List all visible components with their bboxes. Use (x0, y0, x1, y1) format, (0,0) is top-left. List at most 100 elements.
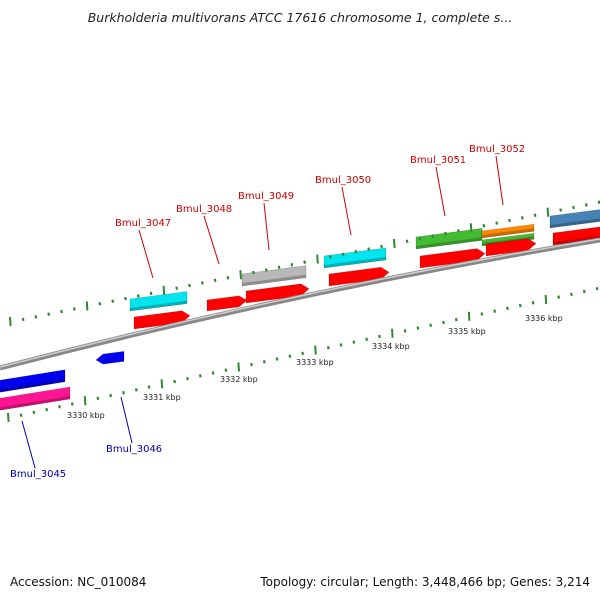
scale-tick-upper (162, 285, 166, 295)
scale-tick-upper (354, 249, 358, 254)
feature-steelblue-shade (550, 218, 600, 228)
scale-tick-upper (175, 286, 179, 290)
cds-reverse (0, 369, 66, 393)
cds-reverse-shade (0, 378, 65, 393)
gene-label: Bmul_3048 (176, 204, 232, 215)
scale-tick-upper (559, 208, 563, 212)
scale-tick-lower (288, 354, 292, 358)
gene-label: Bmul_3052 (469, 144, 525, 155)
backbone-line (0, 237, 600, 371)
gene-label: Bmul_3045 (10, 469, 66, 480)
scale-ticks (7, 200, 600, 423)
cds-forward-shade (553, 235, 600, 245)
scale-tick-upper (98, 302, 102, 306)
feature-grey (241, 265, 307, 287)
gene-label: Bmul_3047 (115, 218, 171, 229)
scale-tick-lower (96, 396, 100, 401)
gene-reverse-shade (0, 396, 70, 411)
scale-tick-lower (480, 312, 484, 316)
gene-label: Bmul_3046 (106, 444, 162, 455)
scale-tick-lower (262, 360, 266, 364)
scale-tick-upper (456, 229, 460, 233)
gene-label: Bmul_3051 (410, 155, 466, 166)
scale-tick-upper (124, 296, 127, 301)
scale-tick-upper (277, 265, 281, 270)
scale-tick-upper (469, 223, 473, 233)
scale-tick-lower (582, 289, 586, 294)
scale-tick-lower (83, 396, 87, 406)
scale-tick-upper (584, 203, 588, 207)
scale-tick-upper (303, 260, 307, 264)
scale-tick-lower (429, 323, 433, 327)
scale-tick-upper (85, 301, 89, 311)
feature-grey-shade (242, 274, 306, 286)
scale-tick-upper (393, 238, 396, 248)
scale-tick-lower (570, 292, 573, 297)
scale-tick-upper (226, 276, 230, 280)
scale-tick-upper (111, 299, 115, 303)
scale-tick-lower (314, 345, 317, 355)
scale-tick-upper (341, 252, 345, 257)
scale-tick-upper (188, 283, 191, 288)
scale-tick-lower (403, 329, 407, 333)
scale-tick-lower (531, 301, 535, 305)
gene-label-leader (203, 215, 220, 265)
scale-tick-lower (45, 407, 49, 412)
backbone-highlight (0, 238, 600, 368)
map-title: Burkholderia multivorans ATCC 17616 chro… (87, 10, 513, 25)
scale-tick-lower (173, 379, 177, 384)
scale-tick-lower (160, 379, 164, 389)
scale-tick-lower (237, 362, 240, 372)
scale-tick-lower (19, 413, 23, 417)
gene-label-leader (341, 186, 352, 236)
scale-tick-lower (518, 303, 522, 308)
scale-tick-lower (493, 309, 497, 313)
feature-green-shade (416, 237, 482, 249)
scale-tick-upper (533, 213, 537, 217)
scale-tick-upper (9, 316, 12, 327)
scale-tick-lower (454, 317, 458, 322)
scale-tick-lower (147, 385, 151, 389)
scale-tick-upper (200, 281, 204, 285)
gene-labels: Bmul_3045 Bmul_3046 Bmul_3047 Bmul_3048 Bmul… (10, 144, 525, 480)
scale-label: 3332 kbp (220, 375, 258, 384)
scale-tick-upper (431, 234, 435, 238)
scale-tick-upper (546, 207, 550, 217)
scale-tick-upper (21, 317, 25, 322)
feature-orange-shade (482, 228, 534, 238)
scale-tick-lower (378, 334, 381, 339)
scale-tick-lower (416, 326, 420, 330)
scale-tick-upper (252, 270, 255, 275)
scale-tick-lower (70, 402, 74, 406)
scale-tick-lower (7, 412, 10, 423)
feature-cyan-shade (324, 256, 386, 268)
scale-tick-lower (326, 346, 330, 350)
gene-label-leader (21, 420, 36, 469)
scale-tick-upper (495, 221, 499, 225)
scale-tick-upper (444, 231, 447, 236)
scale-tick-lower (250, 362, 253, 367)
scale-tick-upper (328, 255, 332, 259)
cds-forward-arrow (206, 295, 248, 312)
feature-cyan (323, 247, 387, 269)
scale-tick-lower (211, 371, 215, 375)
scale-label: 3333 kbp (296, 358, 334, 367)
scale-tick-upper (72, 307, 76, 311)
scale-tick-upper (290, 263, 294, 267)
scale-label: 3331 kbp (143, 393, 181, 402)
genome-summary: Topology: circular; Length: 3,448,466 bp… (260, 575, 590, 589)
scale-tick-upper (405, 239, 409, 244)
scale-tick-upper (520, 216, 524, 220)
feature-cyan-shade (130, 300, 187, 311)
scale-tick-lower (58, 405, 61, 409)
scale-tick-lower (467, 311, 471, 321)
scale-tick-lower (352, 340, 356, 344)
scale-label: 3335 kbp (448, 327, 486, 336)
scale-tick-lower (198, 374, 202, 378)
scale-label: 3336 kbp (525, 314, 563, 323)
scale-tick-upper (60, 309, 63, 314)
scale-tick-lower (365, 337, 369, 342)
scale-tick-lower (339, 343, 343, 347)
